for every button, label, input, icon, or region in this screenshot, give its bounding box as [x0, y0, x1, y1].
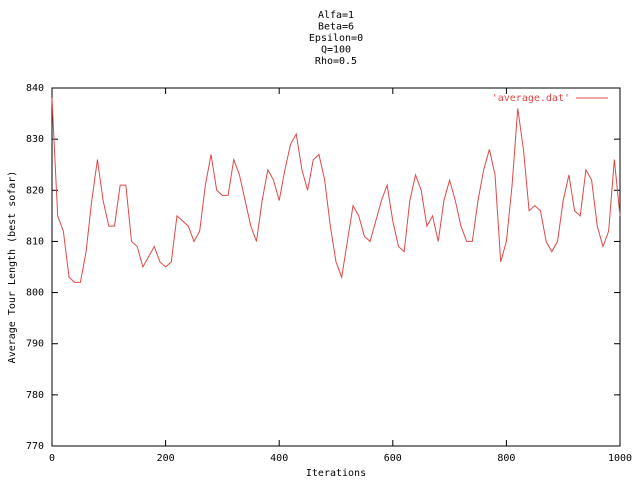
x-tick-label: 600 [384, 453, 402, 464]
chart-title: Alfa=1 [318, 10, 354, 21]
data-line [51, 98, 621, 283]
y-tick-label: 820 [26, 185, 44, 196]
y-tick-label: 840 [26, 83, 44, 94]
y-tick-label: 810 [26, 236, 44, 247]
y-tick-label: 770 [26, 441, 44, 452]
chart-title: Beta=6 [318, 22, 354, 33]
x-tick-label: 400 [270, 453, 288, 464]
y-tick-label: 780 [26, 390, 44, 401]
chart-title: Rho=0.5 [315, 56, 357, 67]
x-tick-label: 0 [49, 453, 55, 464]
y-tick-label: 800 [26, 288, 44, 299]
x-tick-label: 800 [497, 453, 515, 464]
y-axis-label: Average Tour Length (best sofar) [7, 171, 18, 364]
x-tick-label: 1000 [608, 453, 632, 464]
x-axis-label: Iterations [306, 468, 366, 479]
y-tick-label: 790 [26, 339, 44, 350]
x-tick-label: 200 [157, 453, 175, 464]
chart-title: Epsilon=0 [309, 33, 363, 44]
y-tick-label: 830 [26, 134, 44, 145]
plot-frame [51, 87, 621, 447]
legend-label: 'average.dat' [492, 93, 570, 104]
chart-title: Q=100 [321, 45, 351, 56]
